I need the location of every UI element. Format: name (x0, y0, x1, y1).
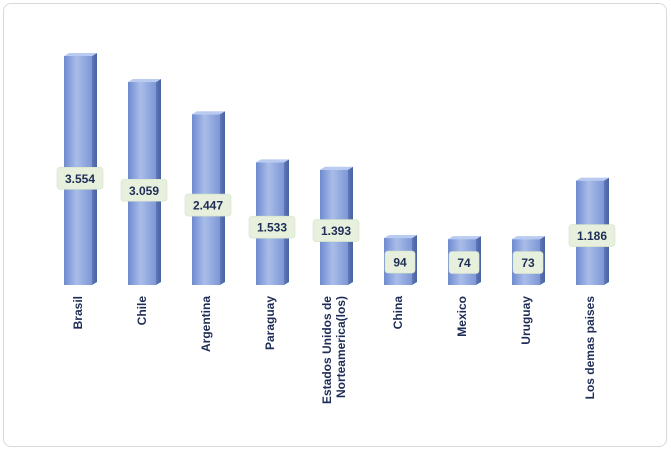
data-label-2: 3.059 (120, 178, 168, 202)
data-label-text: 3.059 (129, 184, 159, 198)
category-label-7: Mexico (455, 296, 469, 337)
data-label-4: 1.533 (248, 215, 296, 239)
category-label-5: Estados Unidos deNorteamerica(los) (320, 296, 348, 404)
category-label-6: China (391, 296, 405, 330)
data-label-7: 74 (448, 251, 480, 274)
data-label-text: 1.533 (257, 221, 287, 235)
data-label-text: 73 (521, 256, 535, 270)
data-label-text: 94 (393, 256, 407, 270)
data-label-text: 74 (457, 256, 471, 270)
category-label-9: Los demas paises (583, 296, 597, 400)
category-label-1: Brasil (71, 296, 85, 329)
data-label-5: 1.393 (312, 219, 360, 242)
data-label-9: 1.186 (568, 224, 616, 247)
data-label-text: 3.554 (65, 172, 95, 186)
data-label-3: 2.447 (184, 193, 232, 217)
data-label-text: 1.186 (577, 229, 607, 243)
category-label-8: Uruguay (519, 296, 533, 345)
category-label-4: Paraguay (263, 296, 277, 350)
data-label-1: 3.554 (56, 166, 104, 190)
category-label-3: Argentina (199, 296, 213, 352)
data-label-6: 94 (384, 250, 416, 274)
data-label-text: 2.447 (193, 199, 223, 213)
category-label-2: Chile (135, 296, 149, 326)
data-label-text: 1.393 (321, 224, 351, 238)
data-label-8: 73 (512, 251, 544, 274)
